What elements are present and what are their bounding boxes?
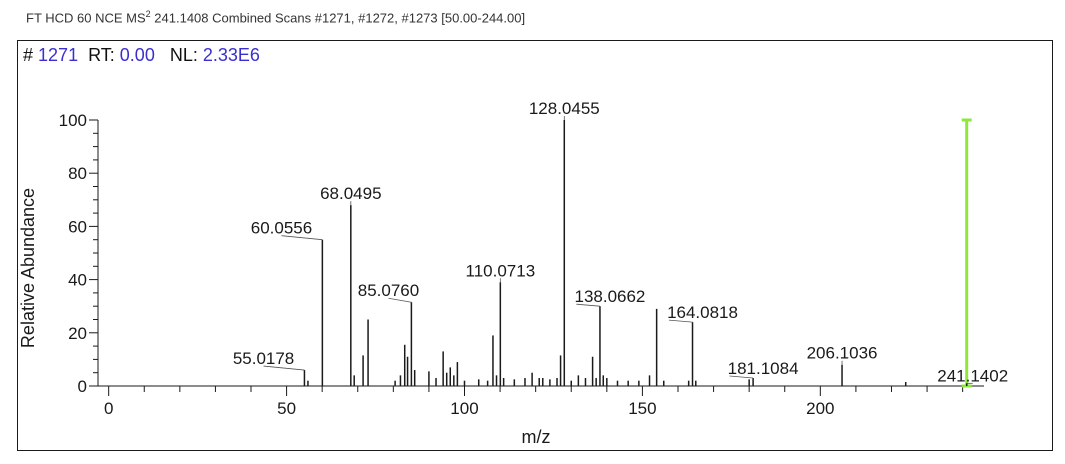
y-tick-label: 60: [68, 217, 87, 236]
nl-label: NL:: [169, 45, 198, 65]
y-tick-label: 80: [68, 164, 87, 183]
peak-label: 206.1036: [807, 344, 878, 363]
scan-header: FT HCD 60 NCE MS2 241.1408 Combined Scan…: [26, 9, 525, 25]
peak-label: 241.1402: [937, 366, 1008, 385]
peak-label: 128.0455: [529, 99, 600, 118]
peak-label: 164.0818: [667, 303, 738, 322]
x-axis-title: m/z: [522, 427, 551, 447]
peak-label-leader: [729, 375, 754, 379]
scan-hash: #: [23, 45, 34, 65]
peak-label-leader: [668, 319, 693, 323]
peak-label-leader: [388, 297, 412, 303]
peak-label: 55.0178: [233, 349, 294, 368]
y-tick-label: 100: [59, 111, 87, 130]
scan-header-prefix: FT HCD 60 NCE MS: [26, 10, 146, 26]
spectrum-frame: # 1271 RT: 0.00 NL: 2.33E6 Relative Abun…: [17, 40, 1053, 451]
peak-label: 110.0713: [466, 261, 536, 280]
peak-label: 85.0760: [358, 281, 419, 300]
x-tick-label: 150: [628, 399, 656, 418]
nl-value: 2.33E6: [202, 45, 260, 65]
scan-header-superscript: 2: [145, 9, 151, 19]
x-tick-label: 200: [806, 399, 834, 418]
peak-label: 60.0556: [251, 219, 312, 238]
scan-info: # 1271 RT: 0.00 NL: 2.33E6: [23, 45, 260, 66]
mass-spectrum-chart: Relative Abundance m/z 0 20 40 60 80 100 0 50 10…: [18, 99, 1008, 447]
peak-label: 138.0662: [574, 287, 645, 306]
x-tick-label: 100: [450, 399, 478, 418]
scan-header-suffix: 241.1408 Combined Scans #1271, #1272, #1…: [150, 10, 526, 26]
scan-number: 1271: [38, 45, 79, 65]
peak-label: 181.1084: [728, 359, 799, 378]
peak-label-leader: [281, 235, 323, 241]
y-tick-label: 20: [68, 324, 87, 343]
peak-label: 68.0495: [320, 184, 381, 203]
y-tick-label: 40: [68, 271, 87, 290]
rt-label: RT:: [88, 45, 115, 65]
x-tick-label: 0: [104, 399, 113, 418]
y-tick-label: 0: [78, 377, 87, 396]
x-tick-label: 50: [277, 399, 296, 418]
y-axis-title: Relative Abundance: [18, 188, 38, 348]
rt-value: 0.00: [119, 45, 155, 65]
peak-label-leader: [576, 303, 600, 307]
peak-label-leader: [263, 365, 305, 371]
